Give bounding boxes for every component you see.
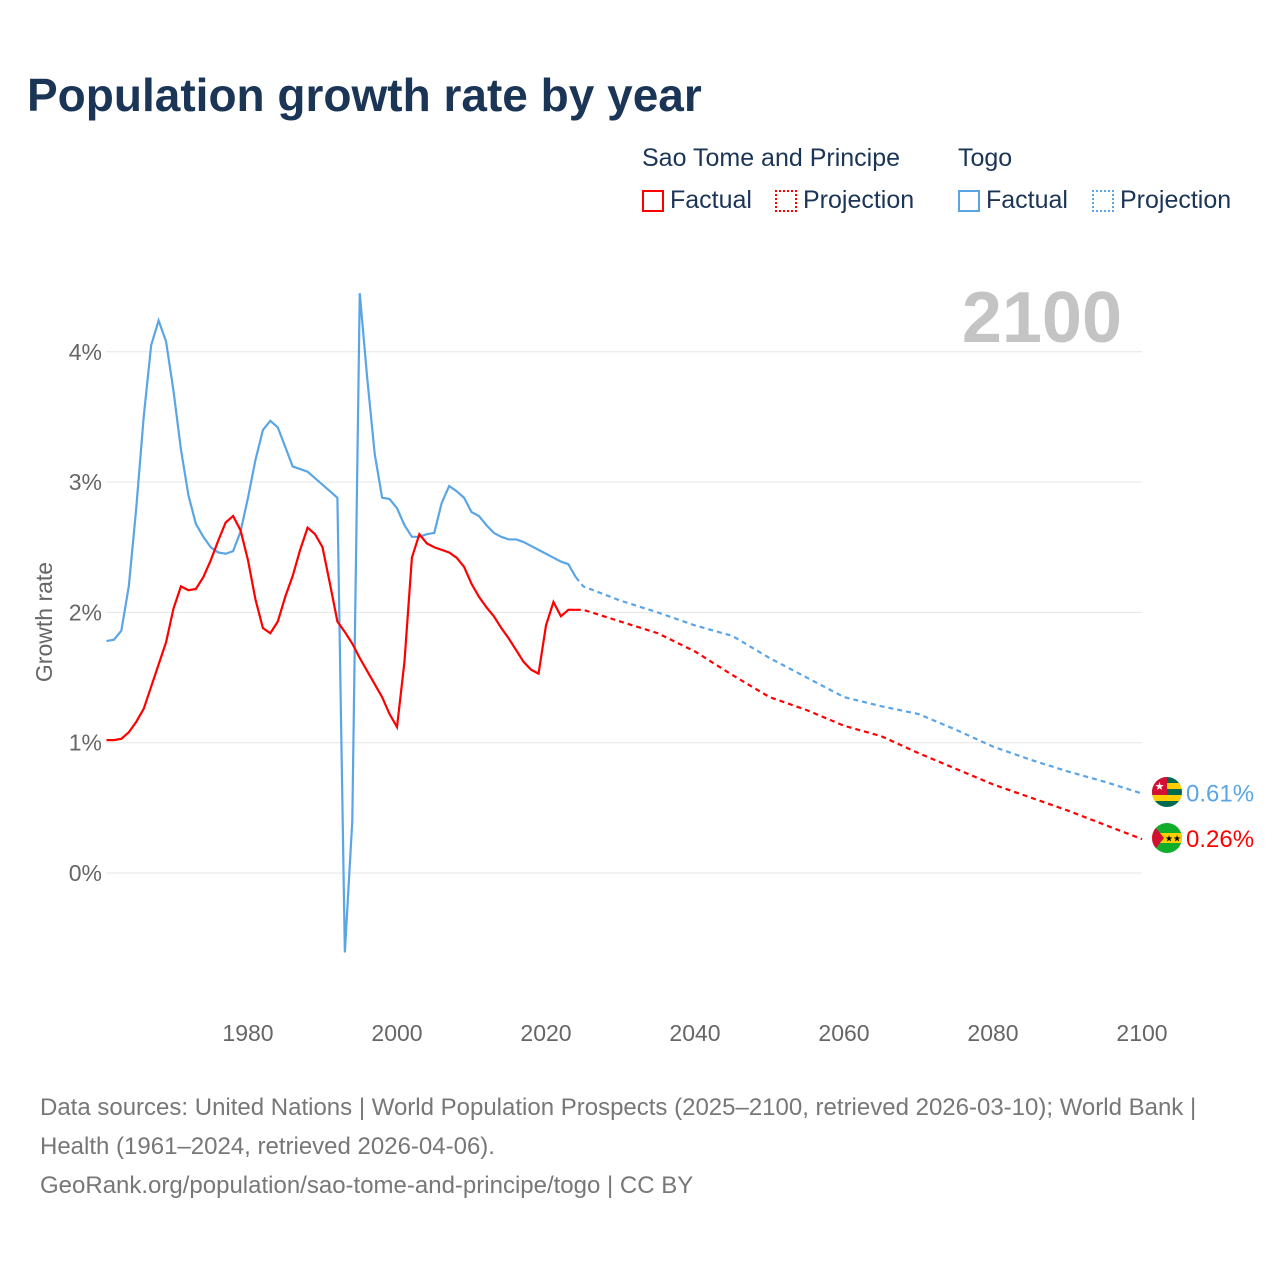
legend-group-togo: Togo: [958, 144, 1013, 172]
svg-text:★: ★: [1155, 781, 1165, 793]
line-sao-tome-and-principe-factual: [106, 514, 576, 742]
x-tick-label: 2080: [967, 1020, 1018, 1046]
x-tick-label: 2040: [669, 1020, 720, 1046]
legend-group-stp: Sao Tome and Principe: [642, 144, 901, 172]
x-tick-label: 2000: [371, 1020, 422, 1046]
chart-plot: 2100 0% 1% 2% 3% 4% 1980 2000 2020 2040 2060 2080 2…: [31, 278, 1254, 1046]
x-tick-label: 2060: [818, 1020, 869, 1046]
sao-tome-flag-icon: ★★: [1152, 823, 1182, 853]
legend-togo-factual[interactable]: Factual: [958, 186, 1068, 215]
chart-title: Population growth rate by year: [27, 69, 702, 121]
line-togo-projection: [574, 576, 1143, 795]
legend-label: Factual: [670, 186, 752, 214]
legend-label: Projection: [803, 186, 915, 214]
y-tick-label: 2%: [69, 599, 102, 625]
x-tick-label: 2100: [1116, 1020, 1167, 1046]
legend-swatch: [1092, 189, 1114, 212]
y-tick-label: 1%: [69, 730, 102, 756]
footer: Data sources: United Nations | World Pop…: [40, 1088, 1240, 1205]
end-value-label: 0.26%: [1186, 826, 1254, 853]
y-tick-label: 0%: [69, 860, 102, 886]
legend-stp-projection[interactable]: Projection: [775, 186, 914, 215]
y-tick-label: 3%: [69, 469, 102, 495]
line-sao-tome-and-principe-projection: [575, 608, 1143, 841]
legend-swatch: [775, 189, 797, 212]
x-tick-label: 2020: [520, 1020, 571, 1046]
legend-label: Projection: [1120, 186, 1232, 214]
data-sources: Data sources: United Nations | World Pop…: [40, 1094, 1197, 1160]
credit-link[interactable]: GeoRank.org/population/sao-tome-and-prin…: [40, 1172, 694, 1199]
legend-togo-projection[interactable]: Projection: [1092, 186, 1231, 215]
year-watermark: 2100: [962, 278, 1122, 358]
svg-text:★★: ★★: [1165, 834, 1181, 844]
x-tick-label: 1980: [222, 1020, 273, 1046]
togo-flag-icon: ★: [1152, 777, 1182, 807]
legend-swatch: [642, 189, 664, 212]
y-axis-label: Growth rate: [31, 562, 57, 682]
legend-label: Factual: [986, 186, 1068, 214]
legend-stp-factual[interactable]: Factual: [642, 186, 752, 215]
line-togo-factual: [106, 293, 577, 953]
end-value-label: 0.61%: [1186, 781, 1254, 808]
y-tick-label: 4%: [69, 339, 102, 365]
legend-swatch: [958, 189, 980, 212]
